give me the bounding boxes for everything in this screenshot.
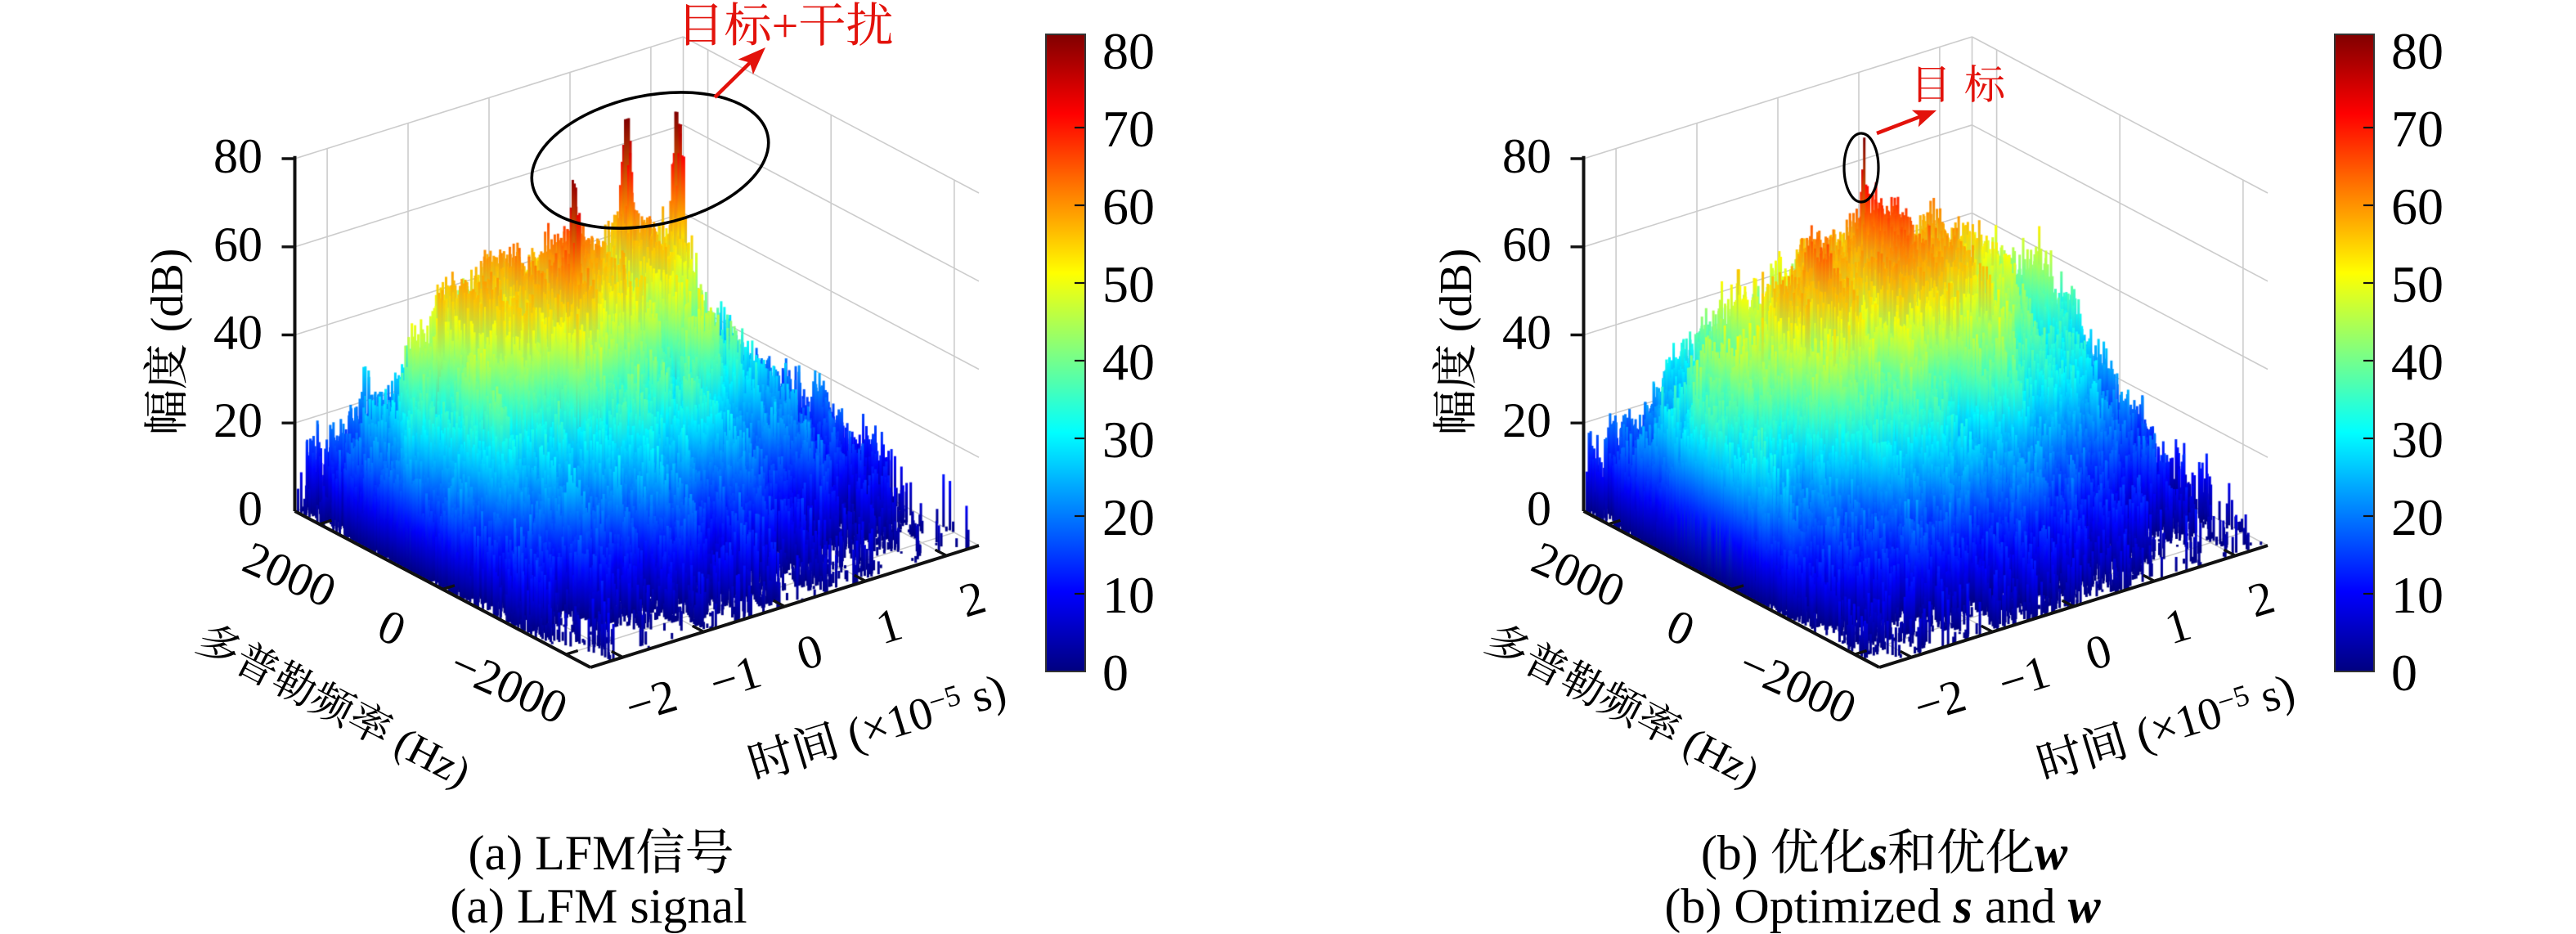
- svg-text:−2000: −2000: [1731, 636, 1864, 734]
- svg-text:−2: −2: [1908, 668, 1972, 734]
- svg-text:70: 70: [1102, 100, 1155, 158]
- svg-text:s): s): [954, 665, 1012, 726]
- svg-text:60: 60: [1502, 218, 1551, 272]
- svg-text:(×10: (×10: [830, 687, 939, 764]
- svg-text:60: 60: [213, 218, 263, 272]
- svg-text:80: 80: [1502, 129, 1551, 183]
- svg-text:(dB): (dB): [142, 249, 193, 344]
- svg-text:0: 0: [1659, 599, 1703, 657]
- svg-text:30: 30: [1102, 411, 1155, 469]
- svg-text:s): s): [2243, 665, 2300, 726]
- svg-text:10: 10: [1102, 566, 1155, 624]
- svg-text:1: 1: [870, 597, 909, 655]
- svg-text:0: 0: [370, 599, 414, 657]
- svg-text:(Hz): (Hz): [1667, 714, 1766, 797]
- svg-text:(a) LFM: (a) LFM: [469, 826, 636, 880]
- svg-text:w: w: [2068, 879, 2102, 933]
- svg-text:−2000: −2000: [442, 636, 575, 734]
- svg-text:80: 80: [2391, 22, 2444, 80]
- svg-text:0: 0: [238, 482, 263, 536]
- svg-text:s: s: [1868, 826, 1887, 880]
- svg-text:60: 60: [1102, 177, 1155, 236]
- svg-text:2000: 2000: [236, 531, 343, 618]
- svg-text:50: 50: [2391, 255, 2444, 313]
- svg-text:−1: −1: [703, 644, 767, 710]
- svg-text:0: 0: [2080, 623, 2118, 681]
- svg-text:w: w: [2035, 826, 2068, 880]
- svg-text:−2: −2: [619, 668, 683, 734]
- svg-text:(b) Optimized: (b) Optimized: [1664, 879, 1953, 933]
- svg-text:0: 0: [1102, 644, 1129, 702]
- svg-text:1: 1: [2159, 597, 2197, 655]
- svg-text:2: 2: [954, 570, 992, 628]
- svg-text:60: 60: [2391, 177, 2444, 236]
- svg-text:20: 20: [1502, 393, 1551, 447]
- svg-text:40: 40: [213, 306, 263, 360]
- svg-text:80: 80: [213, 129, 263, 183]
- svg-text:10: 10: [2391, 566, 2444, 624]
- svg-text:20: 20: [213, 393, 263, 447]
- svg-text:2: 2: [2242, 570, 2281, 628]
- svg-text:and: and: [1972, 879, 2068, 933]
- svg-text:0: 0: [1527, 482, 1551, 536]
- svg-text:−1: −1: [1992, 644, 2056, 710]
- svg-text:70: 70: [2391, 100, 2444, 158]
- svg-text:+: +: [772, 0, 799, 52]
- svg-text:(dB): (dB): [1431, 249, 1482, 344]
- svg-text:20: 20: [2391, 488, 2444, 546]
- svg-text:(b): (b): [1701, 826, 1770, 880]
- svg-text:s: s: [1953, 879, 1972, 933]
- svg-text:40: 40: [1502, 306, 1551, 360]
- svg-text:0: 0: [791, 623, 829, 681]
- svg-text:30: 30: [2391, 411, 2444, 469]
- svg-text:0: 0: [2391, 644, 2417, 702]
- svg-text:(a) LFM signal: (a) LFM signal: [450, 879, 747, 933]
- svg-text:50: 50: [1102, 255, 1155, 313]
- svg-text:(Hz): (Hz): [378, 714, 478, 797]
- svg-text:2000: 2000: [1524, 531, 1632, 618]
- svg-text:80: 80: [1102, 22, 1155, 80]
- svg-text:(×10: (×10: [2119, 687, 2228, 764]
- svg-text:20: 20: [1102, 488, 1155, 546]
- svg-text:40: 40: [1102, 333, 1155, 391]
- svg-text:40: 40: [2391, 333, 2444, 391]
